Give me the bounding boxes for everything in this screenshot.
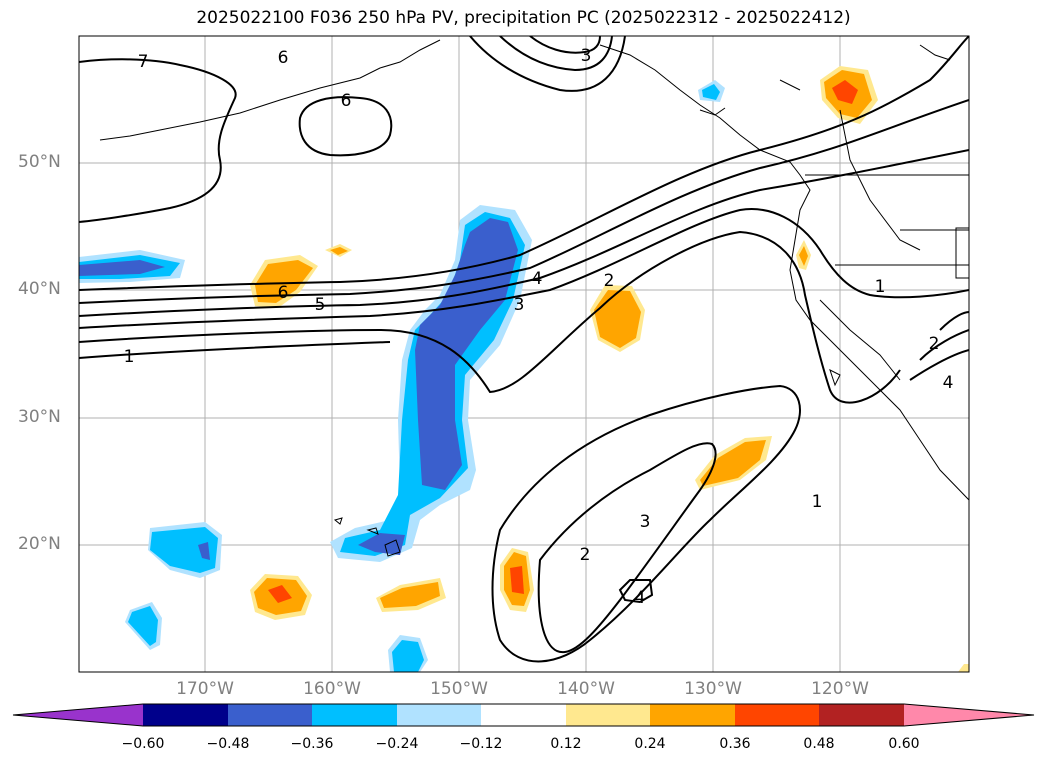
colorbar-tick-label: −0.60 (121, 736, 165, 752)
colorbar-max-extension (904, 704, 1034, 726)
contour-label: 6 (278, 283, 289, 303)
colorbar-swatch (650, 704, 735, 726)
pv-contour-labels: 7 6 6 3 6 5 4 3 2 1 1 2 4 1 2 3 4 (124, 46, 954, 608)
colorbar-tick-label: 0.48 (803, 736, 835, 752)
colorbar-tick-label: −0.12 (459, 736, 503, 752)
colorbar-min-extension (13, 704, 143, 726)
colorbar-tick-label: −0.36 (290, 736, 334, 752)
lon-label: 120°W (811, 679, 869, 699)
contour-label: 4 (943, 373, 954, 393)
contour-label: 6 (278, 48, 289, 68)
map-title: 2025022100 F036 250 hPa PV, precipitatio… (196, 8, 851, 28)
colorbar-tick-label: 0.60 (888, 736, 920, 752)
pv-contours (79, 36, 969, 663)
map-frame (78, 35, 970, 673)
lat-label: 50°N (18, 152, 61, 172)
contour-label: 2 (604, 271, 615, 291)
positive-precip-anomalies (250, 66, 969, 672)
colorbar-swatch (228, 704, 312, 726)
colorbar-swatch (735, 704, 819, 726)
lat-label: 20°N (18, 534, 61, 554)
contour-label: 1 (812, 492, 823, 512)
colorbar-outline (12, 703, 1035, 727)
contour-label: 3 (514, 295, 525, 315)
lat-label: 40°N (18, 279, 61, 299)
lon-label: 160°W (303, 679, 361, 699)
colorbar-tick-label: −0.24 (375, 736, 419, 752)
contour-label: 1 (124, 347, 135, 367)
colorbar (12, 703, 1035, 727)
colorbar-swatch (566, 704, 650, 726)
lon-label: 170°W (176, 679, 234, 699)
contour-label: 7 (138, 52, 149, 72)
lon-label: 150°W (430, 679, 488, 699)
colorbar-tick-label: 0.36 (719, 736, 751, 752)
lon-label: 140°W (557, 679, 615, 699)
contour-label: 2 (580, 545, 591, 565)
contour-label: 3 (581, 46, 592, 66)
contour-label: 3 (640, 512, 651, 532)
colorbar-swatch (819, 704, 904, 726)
contour-label: 4 (635, 588, 646, 608)
contour-label: 4 (532, 269, 543, 289)
contour-label: 2 (929, 334, 940, 354)
colorbar-tick-label: 0.24 (634, 736, 666, 752)
contour-label: 1 (875, 277, 886, 297)
colorbar-swatch (481, 704, 566, 726)
negative-precip-anomalies (79, 80, 725, 672)
colorbar-swatch (143, 704, 228, 726)
colorbar-swatch (397, 704, 481, 726)
contour-label: 6 (341, 91, 352, 111)
lon-label: 130°W (684, 679, 742, 699)
contour-label: 5 (315, 295, 326, 315)
colorbar-tick-label: 0.12 (550, 736, 582, 752)
lat-label: 30°N (18, 407, 61, 427)
gridlines (79, 36, 969, 672)
colorbar-swatch (312, 704, 397, 726)
map-area: 7 6 6 3 6 5 4 3 2 1 1 2 4 1 2 3 4 (79, 36, 969, 672)
colorbar-tick-label: −0.48 (206, 736, 250, 752)
